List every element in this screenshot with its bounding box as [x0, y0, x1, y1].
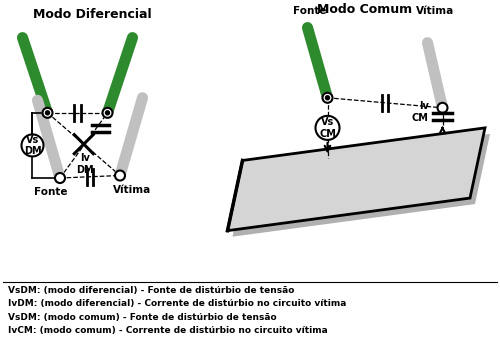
Text: IvDM: (modo diferencial) - Corrente de distúrbio no circuito vítima: IvDM: (modo diferencial) - Corrente de d…	[8, 299, 346, 308]
Circle shape	[438, 103, 448, 113]
Text: Vs
DM: Vs DM	[24, 135, 42, 156]
Text: Vítima: Vítima	[114, 185, 152, 194]
Circle shape	[22, 134, 44, 157]
Text: Fonte: Fonte	[293, 6, 327, 16]
Circle shape	[55, 173, 65, 183]
Circle shape	[115, 171, 125, 180]
Text: Modo Comum: Modo Comum	[318, 2, 412, 15]
Circle shape	[42, 108, 52, 118]
Circle shape	[322, 93, 332, 103]
Text: Vs
CM: Vs CM	[319, 117, 336, 139]
Circle shape	[326, 96, 330, 100]
Text: Fonte: Fonte	[34, 187, 68, 197]
Polygon shape	[232, 134, 490, 237]
Circle shape	[316, 116, 340, 140]
Text: VsDM: (modo diferencial) - Fonte de distúrbio de tensão: VsDM: (modo diferencial) - Fonte de dist…	[8, 286, 294, 295]
Text: Iv
CM: Iv CM	[412, 101, 428, 123]
Text: Vítima: Vítima	[416, 6, 454, 16]
Text: VsDM: (modo comum) - Fonte de distúrbio de tensão: VsDM: (modo comum) - Fonte de distúrbio …	[8, 313, 276, 322]
Text: Modo Diferencial: Modo Diferencial	[33, 7, 152, 21]
Text: Iv
DM: Iv DM	[76, 153, 94, 175]
Circle shape	[102, 108, 113, 118]
Text: IvCM: (modo comum) - Corrente de distúrbio no circuito vítima: IvCM: (modo comum) - Corrente de distúrb…	[8, 326, 327, 336]
Polygon shape	[228, 128, 485, 231]
Circle shape	[106, 111, 110, 115]
Circle shape	[46, 111, 50, 115]
